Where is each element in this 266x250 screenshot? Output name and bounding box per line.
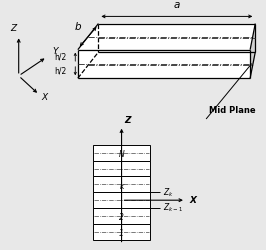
Polygon shape bbox=[78, 50, 250, 78]
Bar bbox=[93, 176, 150, 192]
Text: b: b bbox=[74, 22, 81, 32]
Text: $Z_k$: $Z_k$ bbox=[163, 186, 173, 198]
Text: Z: Z bbox=[124, 116, 131, 125]
Text: $Z_{k-1}$: $Z_{k-1}$ bbox=[163, 202, 183, 214]
Bar bbox=[93, 145, 150, 160]
Bar bbox=[93, 192, 150, 208]
Bar bbox=[93, 224, 150, 240]
Text: 1: 1 bbox=[119, 229, 124, 238]
Text: a: a bbox=[174, 0, 180, 10]
Bar bbox=[93, 208, 150, 224]
Text: k: k bbox=[119, 182, 124, 191]
Text: X: X bbox=[190, 196, 197, 205]
Text: 2: 2 bbox=[119, 214, 124, 222]
Text: h/2: h/2 bbox=[54, 52, 66, 61]
Bar bbox=[93, 160, 150, 176]
Text: X: X bbox=[41, 92, 47, 102]
Text: h/2: h/2 bbox=[54, 66, 66, 76]
Text: N: N bbox=[119, 150, 124, 159]
Text: Y: Y bbox=[52, 48, 58, 56]
Text: Z: Z bbox=[10, 24, 16, 33]
Polygon shape bbox=[78, 24, 255, 50]
Polygon shape bbox=[250, 24, 255, 78]
Text: Mid Plane: Mid Plane bbox=[209, 106, 256, 115]
